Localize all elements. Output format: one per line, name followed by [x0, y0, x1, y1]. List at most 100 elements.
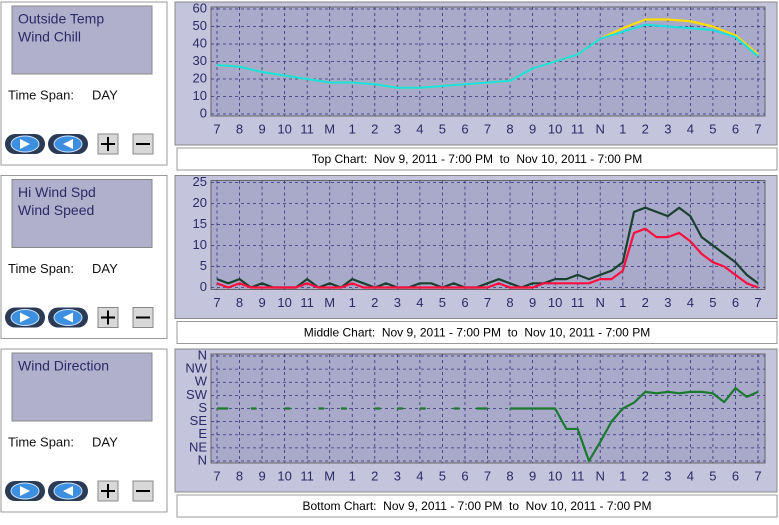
x-tick-label: M: [324, 468, 335, 483]
zoom-in-button[interactable]: [97, 307, 119, 328]
y-tick-label: 50: [193, 18, 207, 33]
x-tick-label: 5: [709, 121, 716, 136]
x-tick-label: 3: [394, 121, 401, 136]
x-tick-label: 8: [236, 468, 243, 483]
time-span-label: Time Span:: [8, 434, 74, 449]
x-tick-label: 3: [664, 121, 671, 136]
chart-caption: Middle Chart: Nov 9, 2011 - 7:00 PM to N…: [304, 326, 650, 340]
time-span-label: Time Span:: [8, 87, 74, 102]
x-tick-label: 8: [506, 295, 513, 310]
zoom-in-button[interactable]: [97, 133, 119, 155]
x-tick-label: 4: [416, 468, 423, 483]
x-tick-label: 1: [619, 295, 626, 310]
x-tick-label: 9: [529, 295, 536, 310]
data-line: [217, 386, 759, 463]
back-button[interactable]: [5, 481, 45, 501]
x-tick-label: 6: [732, 295, 739, 310]
plus-icon: [101, 137, 115, 151]
legend-entry: Wind Chill: [18, 29, 81, 45]
x-tick-label: 5: [439, 121, 446, 136]
x-tick-label: 5: [439, 295, 446, 310]
button-arrow: [63, 139, 73, 149]
x-tick-label: N: [596, 468, 605, 483]
y-tick-label: E: [198, 426, 207, 441]
legend-entry: Outside Temp: [18, 11, 104, 27]
x-tick-label: 4: [687, 295, 694, 310]
y-tick-label: N: [198, 347, 207, 362]
x-tick-label: 11: [300, 121, 314, 136]
x-tick-label: 2: [371, 468, 378, 483]
legend-entry: Wind Speed: [18, 202, 94, 218]
x-tick-label: 8: [236, 121, 243, 136]
y-tick-label: N: [198, 452, 207, 467]
x-tick-label: 7: [213, 295, 220, 310]
x-tick-label: 10: [548, 121, 562, 136]
zoom-out-button[interactable]: [132, 133, 154, 155]
x-tick-label: 9: [258, 295, 265, 310]
button-arrow: [63, 312, 73, 323]
x-tick-label: N: [596, 121, 605, 136]
back-button[interactable]: [5, 134, 45, 154]
time-span-value: DAY: [92, 87, 118, 102]
zoom-out-button[interactable]: [132, 480, 154, 502]
x-tick-label: 4: [687, 468, 694, 483]
x-tick-label: 6: [732, 121, 739, 136]
x-tick-label: M: [324, 121, 335, 136]
zoom-in-button[interactable]: [97, 480, 119, 502]
x-tick-label: 10: [277, 295, 291, 310]
y-tick-label: SE: [190, 413, 208, 428]
x-tick-label: 7: [213, 468, 220, 483]
forward-button[interactable]: [48, 307, 88, 328]
x-tick-label: 9: [258, 121, 265, 136]
button-arrow: [20, 312, 30, 323]
data-line: [216, 23, 759, 89]
back-button[interactable]: [5, 307, 45, 328]
x-tick-label: 6: [461, 468, 468, 483]
legend-entry: Wind Direction: [18, 358, 109, 374]
button-arrow: [20, 139, 30, 149]
button-arrow: [20, 486, 30, 496]
y-tick-label: W: [195, 374, 208, 389]
x-tick-label: 8: [506, 468, 513, 483]
x-tick-label: 7: [484, 468, 491, 483]
caption-box: [176, 321, 778, 344]
y-tick-label: NE: [189, 439, 207, 454]
time-span-label: Time Span:: [8, 261, 74, 276]
x-tick-label: M: [324, 295, 335, 310]
forward-button[interactable]: [48, 134, 88, 154]
x-tick-label: 8: [236, 295, 243, 310]
x-tick-label: 10: [548, 295, 562, 310]
x-tick-label: 9: [258, 468, 265, 483]
x-tick-label: 3: [394, 468, 401, 483]
legend-box: [11, 352, 153, 422]
y-tick-label: SW: [186, 387, 208, 402]
x-tick-label: 11: [571, 121, 585, 136]
forward-button[interactable]: [48, 481, 88, 501]
x-tick-label: 6: [461, 121, 468, 136]
y-tick-label: S: [198, 400, 207, 415]
y-tick-label: 0: [200, 279, 207, 294]
y-tick-label: 60: [193, 0, 207, 15]
x-tick-label: 5: [439, 468, 446, 483]
x-tick-label: 1: [349, 295, 356, 310]
y-tick-label: 25: [193, 174, 207, 189]
legend-entry: Hi Wind Spd: [18, 184, 96, 200]
x-tick-label: 5: [709, 295, 716, 310]
x-tick-label: 9: [529, 468, 536, 483]
y-tick-label: NW: [185, 361, 207, 376]
x-tick-label: 4: [416, 295, 423, 310]
caption-box: [176, 147, 778, 171]
y-tick-label: 20: [193, 70, 207, 85]
zoom-out-button[interactable]: [132, 307, 154, 328]
x-tick-label: 2: [642, 468, 649, 483]
x-tick-label: N: [596, 295, 605, 310]
x-tick-label: 7: [754, 468, 761, 483]
legend-box: [11, 5, 153, 75]
x-tick-label: 3: [664, 468, 671, 483]
y-tick-label: 10: [193, 88, 207, 103]
y-tick-label: 10: [193, 237, 207, 252]
data-line: [216, 227, 759, 289]
time-span-value: DAY: [92, 261, 118, 276]
y-tick-label: 15: [193, 216, 207, 231]
